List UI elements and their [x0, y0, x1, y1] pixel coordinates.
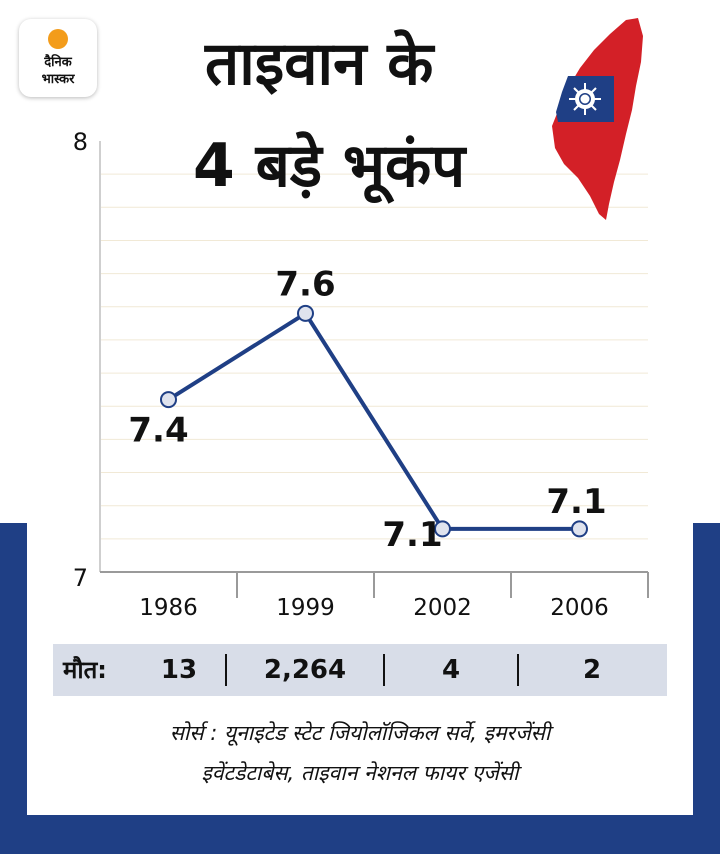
source-line2: इवेंटडेटाबेस, ताइवान नेशनल फायर एजेंसी	[201, 761, 519, 785]
chart-axes	[99, 141, 649, 598]
data-label: 7.1	[382, 515, 442, 555]
deaths-value-1986: 13	[160, 655, 198, 685]
data-points	[160, 304, 588, 538]
chart-grid	[100, 173, 648, 540]
data-point	[434, 520, 451, 538]
source-line1: सोर्स : यूनाइटेड स्टेट जियोलॉजिकल सर्वे,…	[169, 721, 551, 745]
y-tick-label-min: 7	[73, 564, 88, 592]
data-label: 7.4	[128, 411, 188, 451]
data-label: 7.6	[275, 264, 335, 304]
deaths-separator	[225, 654, 227, 686]
series-line	[167, 311, 580, 531]
data-label: 7.1	[546, 482, 606, 522]
x-tick-label: 1999	[276, 595, 335, 621]
deaths-label: मौत:	[63, 656, 107, 684]
title-line2: 4 बड़े भूकंप	[193, 131, 466, 201]
brand-logo: दैनिक भास्कर	[19, 19, 97, 97]
data-point	[571, 520, 588, 538]
x-tick-label: 2002	[413, 595, 472, 621]
data-point	[160, 391, 177, 409]
deaths-value-2002: 4	[441, 655, 461, 685]
deaths-value-1999: 2,264	[263, 655, 347, 685]
y-tick-label-max: 8	[73, 128, 88, 156]
x-tick-label: 2006	[550, 595, 609, 621]
data-point	[297, 304, 314, 322]
x-tick-labels: 1986 1999 2002 2006	[139, 595, 609, 621]
logo-sun-icon	[48, 29, 68, 49]
deaths-value-2006: 2	[582, 655, 602, 685]
taiwan-map-flag-icon	[552, 18, 643, 220]
deaths-row: मौत: 13 2,264 4 2	[53, 644, 667, 696]
brand-line2: भास्कर	[41, 72, 75, 87]
deaths-separator	[517, 654, 519, 686]
line-chart: 8 7 1986 1999 2002 2006 7.4 7.6 7.1 7.1	[73, 128, 649, 621]
data-labels: 7.4 7.6 7.1 7.1	[128, 264, 606, 555]
title-line1: ताइवान के	[205, 29, 434, 99]
brand-line1: दैनिक	[44, 55, 72, 70]
x-tick-label: 1986	[139, 595, 198, 621]
deaths-separator	[383, 654, 385, 686]
